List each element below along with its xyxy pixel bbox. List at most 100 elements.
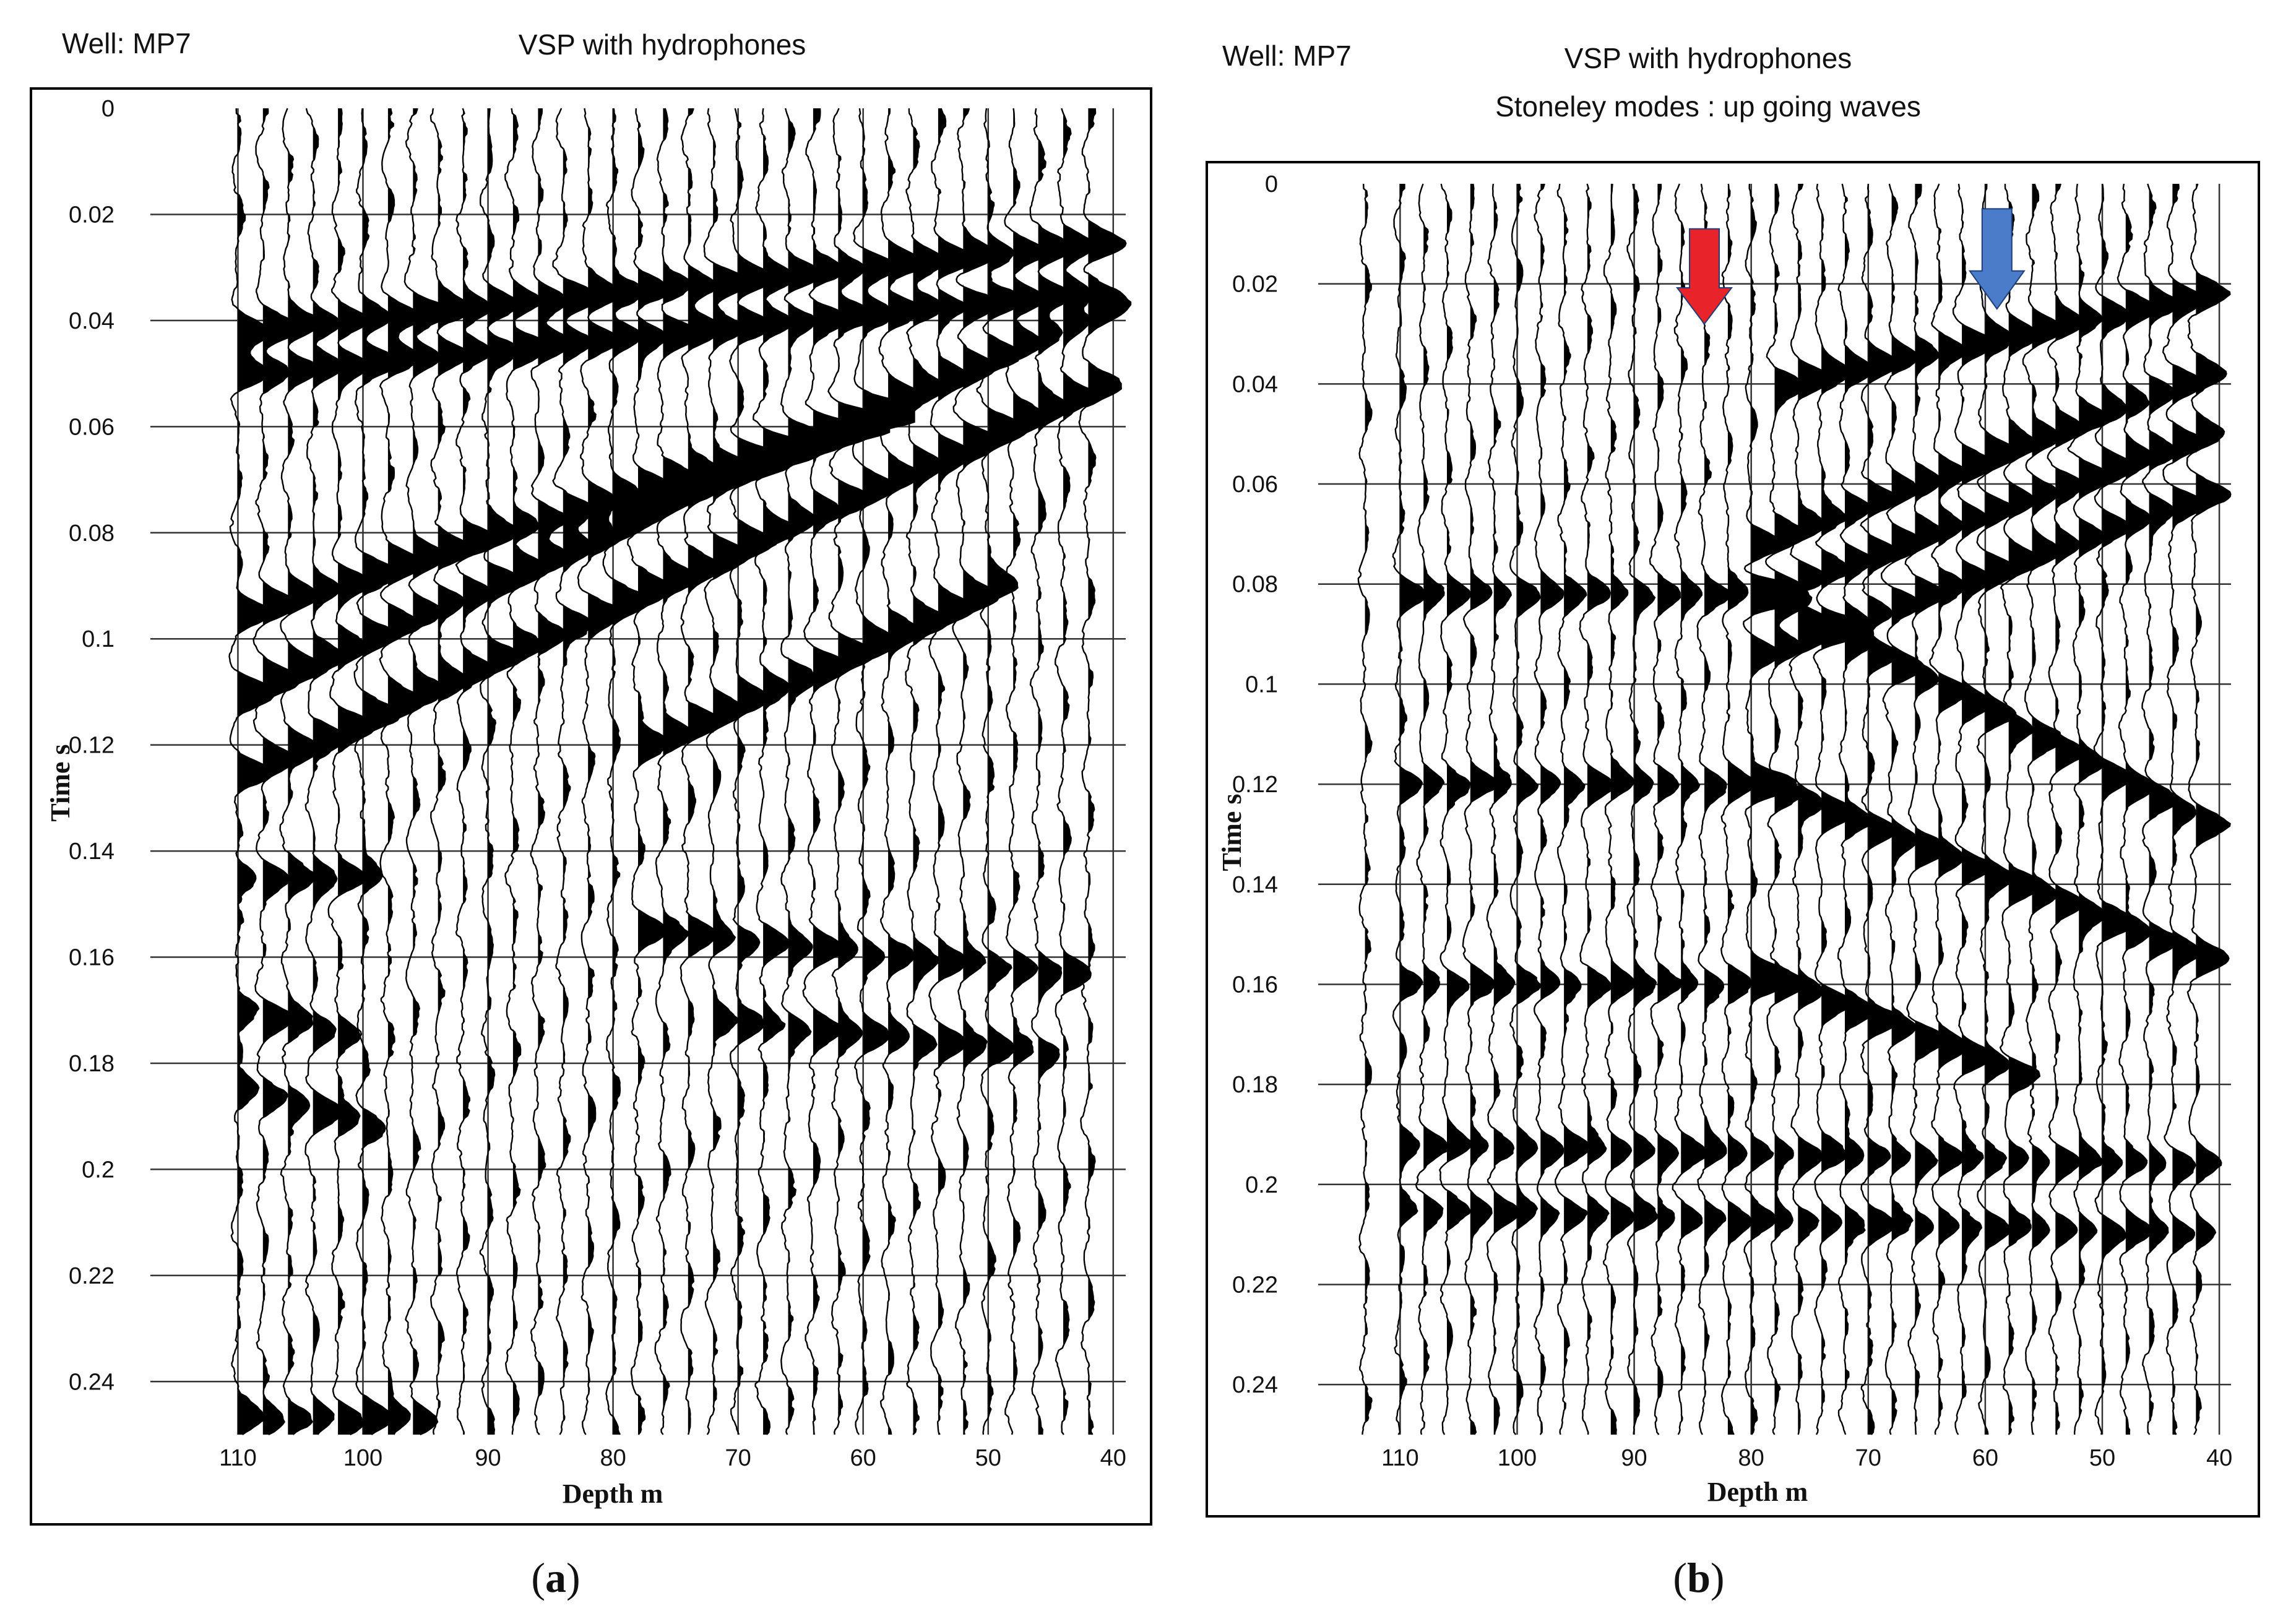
trace-wiggle (1696, 183, 1731, 1435)
trace-fill (313, 108, 347, 1435)
trace-fill (262, 108, 302, 1435)
trace-fill (338, 108, 373, 1435)
trace-wiggle (327, 108, 374, 1436)
xlabel-b: Depth m (1707, 1477, 1808, 1507)
y-tick-label: 0.16 (1232, 972, 1278, 998)
trace-wiggle (353, 108, 403, 1435)
trace-wiggle (952, 108, 1002, 1435)
x-ticks-b: 110 100 90 80 70 60 50 40 (1381, 1445, 2232, 1471)
caption-b-letter: b (1687, 1554, 1711, 1601)
y-tick-label: 0.24 (69, 1369, 114, 1395)
trace-fill (288, 108, 323, 1435)
trace-wiggle (827, 108, 891, 1435)
trace-wiggle (1649, 183, 1683, 1435)
x-tick-label: 110 (1381, 1445, 1419, 1471)
y-tick-label: 0 (1265, 171, 1278, 197)
trace-fill (2055, 184, 2085, 1435)
trace-wiggle (379, 108, 426, 1435)
trace-wiggle (680, 108, 730, 1435)
red-arrow (1675, 228, 1733, 326)
arrows-b (1675, 208, 2026, 326)
trace-wiggle (1415, 183, 1451, 1435)
frame-a (30, 87, 1152, 1526)
trace-wiggle (1509, 183, 1542, 1435)
x-tick-label: 110 (219, 1445, 257, 1471)
trace-wiggle (404, 108, 451, 1436)
trace-fill (1088, 108, 1131, 1435)
y-tick-label: 0.04 (69, 308, 114, 334)
xlabel-a: Depth m (563, 1479, 663, 1509)
trace-wiggle (577, 108, 624, 1435)
trace-fill (1400, 184, 1425, 1435)
caption-a-letter: a (545, 1554, 566, 1601)
trace-fill (2079, 184, 2113, 1435)
y-tick-label: 0.12 (69, 733, 114, 759)
trace-wiggle (1626, 183, 1659, 1435)
trace-wiggle (878, 108, 927, 1435)
y-tick-label: 0.02 (1232, 272, 1278, 298)
trace-wiggle (1004, 108, 1050, 1435)
trace-wiggle (976, 108, 1029, 1435)
trace-wiggle (1672, 183, 1709, 1435)
trace-wiggle (530, 108, 574, 1435)
trace-fill (1610, 184, 1635, 1435)
trace-wiggle (1742, 183, 1797, 1435)
title-a: VSP with hydrophones (519, 28, 806, 61)
trace-wiggle (654, 108, 706, 1435)
trace-wiggle (1357, 183, 1373, 1435)
ylabel-b: Time s (1217, 793, 1247, 871)
trace-fill (613, 108, 650, 1435)
trace-fill (1821, 184, 1867, 1435)
trace-wiggle (1602, 183, 1636, 1435)
trace-fill (2149, 184, 2178, 1435)
trace-fill (2008, 184, 2042, 1435)
trace-fill (1038, 108, 1072, 1435)
well-label-b: Well: MP7 (1222, 40, 1352, 72)
panel-b: Well: MP7 VSP with hydrophones Stoneley … (1206, 40, 2260, 1601)
x-tick-label: 90 (475, 1445, 501, 1471)
trace-fill (938, 108, 976, 1435)
y-tick-label: 0.1 (1245, 672, 1278, 698)
traces-b (1357, 183, 2232, 1435)
y-tick-label: 0.16 (69, 945, 114, 971)
traces-a (228, 108, 1132, 1436)
y-tick-label: 0.22 (1232, 1272, 1278, 1298)
trace-wiggle (1904, 183, 1950, 1435)
y-tick-label: 0.06 (1232, 472, 1278, 498)
x-tick-label: 70 (1855, 1445, 1881, 1471)
x-tick-label: 50 (2089, 1445, 2115, 1471)
trace-wiggle (2186, 183, 2232, 1435)
x-ticks-a: 110 100 90 80 70 60 50 40 (219, 1445, 1126, 1471)
trace-wiggle (2047, 183, 2086, 1435)
caption-b: (b) (1673, 1554, 1724, 1601)
trace-wiggle (1078, 108, 1132, 1435)
blue-arrow (1968, 208, 2026, 310)
trace-fill (238, 108, 275, 1435)
trace-wiggle (1881, 183, 1925, 1435)
trace-fill (1470, 184, 1497, 1435)
x-tick-label: 40 (1100, 1445, 1126, 1471)
caption-a: (a) (531, 1554, 580, 1601)
trace-fill (988, 108, 1027, 1435)
trace-wiggle (304, 108, 347, 1435)
trace-fill (1013, 108, 1048, 1435)
trace-fill (488, 108, 522, 1435)
trace-wiggle (1952, 183, 1996, 1435)
trace-wiggle (1392, 183, 1426, 1435)
well-label-a: Well: MP7 (62, 27, 191, 59)
x-tick-label: 60 (850, 1445, 876, 1471)
subtitle-b: Stoneley modes : up going waves (1495, 90, 1921, 123)
x-tick-label: 100 (343, 1445, 382, 1471)
trace-wiggle (1976, 184, 2020, 1435)
trace-wiggle (455, 108, 499, 1435)
trace-wiggle (1054, 108, 1098, 1435)
trace-fill (1063, 108, 1097, 1435)
trace-fill (538, 108, 573, 1435)
trace-wiggle (627, 108, 678, 1435)
y-tick-label: 0.1 (82, 626, 114, 652)
trace-wiggle (429, 108, 473, 1435)
trace-fill (2196, 184, 2231, 1435)
trace-wiggle (753, 108, 816, 1435)
x-tick-label: 80 (600, 1445, 626, 1471)
